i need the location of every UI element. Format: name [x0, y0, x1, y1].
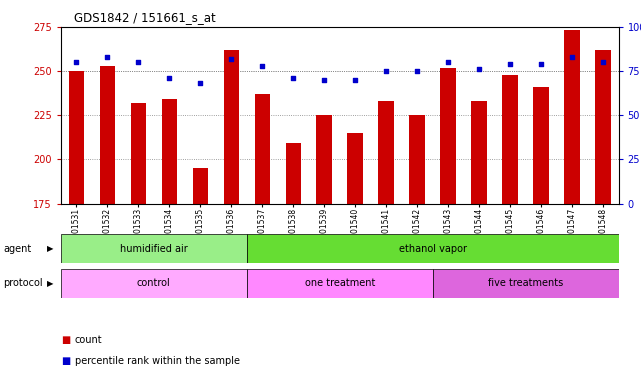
Bar [99, 66, 115, 204]
Bar [247, 234, 619, 263]
Bar [410, 115, 425, 204]
Text: ethanol vapor: ethanol vapor [399, 243, 467, 254]
Text: ▶: ▶ [47, 279, 54, 288]
Point [164, 75, 174, 81]
Point [505, 61, 515, 67]
Point [412, 68, 422, 74]
Text: five treatments: five treatments [488, 278, 563, 288]
Text: one treatment: one treatment [304, 278, 375, 288]
Text: ■: ■ [61, 356, 70, 366]
Point [381, 68, 391, 74]
Bar [595, 50, 611, 204]
Bar [61, 269, 247, 298]
Bar [433, 269, 619, 298]
Bar [471, 101, 487, 204]
Point [133, 59, 144, 65]
Bar [192, 168, 208, 204]
Bar [440, 68, 456, 204]
Text: humidified air: humidified air [120, 243, 188, 254]
Bar [378, 101, 394, 204]
Bar [224, 50, 239, 204]
Point [319, 77, 329, 83]
Bar [533, 87, 549, 204]
Bar [61, 234, 247, 263]
Bar [254, 94, 270, 204]
Text: control: control [137, 278, 171, 288]
Bar [347, 133, 363, 204]
Bar [69, 71, 84, 204]
Point [71, 59, 81, 65]
Point [567, 54, 577, 60]
Bar [162, 99, 177, 204]
Text: agent: agent [3, 243, 31, 254]
Point [474, 66, 485, 72]
Point [598, 59, 608, 65]
Text: percentile rank within the sample: percentile rank within the sample [75, 356, 240, 366]
Point [226, 56, 237, 62]
Point [195, 80, 205, 86]
Text: protocol: protocol [3, 278, 43, 288]
Bar [285, 144, 301, 204]
Text: count: count [75, 335, 103, 345]
Point [443, 59, 453, 65]
Text: GDS1842 / 151661_s_at: GDS1842 / 151661_s_at [74, 12, 215, 25]
Bar [503, 74, 518, 204]
Bar [131, 103, 146, 204]
Text: ▶: ▶ [47, 244, 54, 253]
Bar [564, 30, 580, 204]
Point [350, 77, 360, 83]
Point [257, 63, 267, 69]
Text: ■: ■ [61, 335, 70, 345]
Point [536, 61, 546, 67]
Bar [317, 115, 332, 204]
Point [288, 75, 299, 81]
Point [103, 54, 113, 60]
Bar [247, 269, 433, 298]
